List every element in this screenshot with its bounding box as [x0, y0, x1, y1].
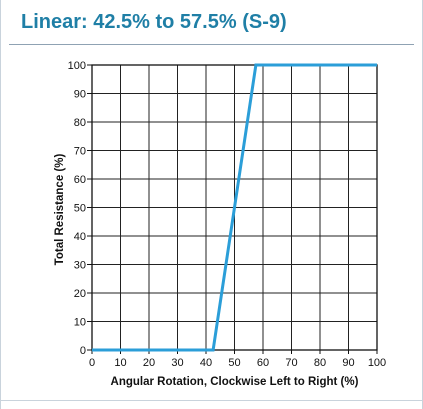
y-tick-label: 80 — [74, 117, 86, 129]
y-tick-label: 10 — [74, 317, 86, 329]
x-tick-label: 30 — [171, 357, 183, 369]
y-tick-label: 60 — [74, 174, 86, 186]
y-tick-label: 50 — [74, 203, 86, 215]
y-axis-label: Total Resistance (%) — [54, 154, 66, 266]
chart-title: Linear: 42.5% to 57.5% (S-9) — [21, 11, 287, 33]
x-tick-label: 60 — [257, 357, 269, 369]
y-tick-label: 100 — [68, 60, 86, 72]
y-tick-label: 90 — [74, 89, 86, 101]
x-tick-label: 0 — [89, 357, 95, 369]
x-tick-label: 90 — [342, 357, 354, 369]
x-tick-label: 70 — [285, 357, 297, 369]
y-tick-label: 0 — [80, 345, 86, 357]
x-axis-label: Angular Rotation, Clockwise Left to Righ… — [111, 376, 359, 388]
x-tick-label: 100 — [368, 357, 386, 369]
y-tick-label: 70 — [74, 146, 86, 158]
title-divider — [9, 44, 414, 45]
x-tick-label: 80 — [314, 357, 326, 369]
x-tick-label: 40 — [200, 357, 212, 369]
y-tick-label: 30 — [74, 260, 86, 272]
x-tick-label: 20 — [143, 357, 155, 369]
series-line — [92, 63, 377, 352]
x-tick-label: 10 — [114, 357, 126, 369]
y-tick-label: 20 — [74, 288, 86, 300]
y-tick-label: 40 — [74, 231, 86, 243]
x-tick-label: 50 — [228, 357, 240, 369]
panel-bottom-divider — [1, 400, 422, 401]
